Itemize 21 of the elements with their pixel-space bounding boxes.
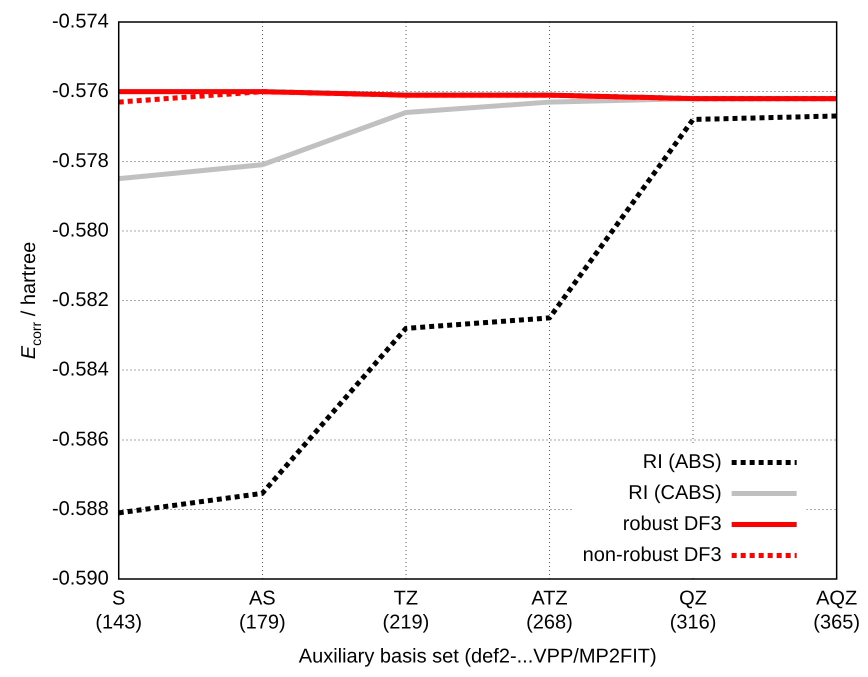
y-tick-label: -0.586 bbox=[52, 428, 109, 450]
legend-label: robust DF3 bbox=[622, 513, 722, 536]
legend-label: RI (ABS) bbox=[642, 451, 722, 474]
x-tick-label: AS (179) bbox=[238, 588, 286, 634]
y-axis-title: Ecorr / hartree bbox=[18, 242, 44, 360]
y-tick-label: -0.582 bbox=[52, 289, 109, 312]
x-tick-label: ATZ (268) bbox=[526, 588, 573, 634]
legend-label: RI (CABS) bbox=[628, 482, 722, 504]
legend-label: non-robust DF3 bbox=[582, 544, 722, 566]
y-tick-label: -0.576 bbox=[52, 80, 109, 102]
y-tick-label: -0.578 bbox=[52, 150, 109, 172]
x-axis-title: Auxiliary basis set (def2-...VPP/MP2FIT) bbox=[298, 646, 657, 668]
x-tick-label: TZ (219) bbox=[382, 588, 430, 634]
y-tick-label: -0.580 bbox=[52, 219, 109, 242]
x-tick-label: AQZ (365) bbox=[813, 588, 860, 634]
y-tick-label: -0.588 bbox=[52, 498, 109, 520]
y-tick-label: -0.574 bbox=[52, 10, 109, 33]
y-tick-label: -0.590 bbox=[52, 568, 109, 590]
y-tick-label: -0.584 bbox=[52, 358, 109, 381]
x-tick-label: S (143) bbox=[95, 588, 142, 634]
x-tick-label: QZ (316) bbox=[670, 588, 716, 634]
